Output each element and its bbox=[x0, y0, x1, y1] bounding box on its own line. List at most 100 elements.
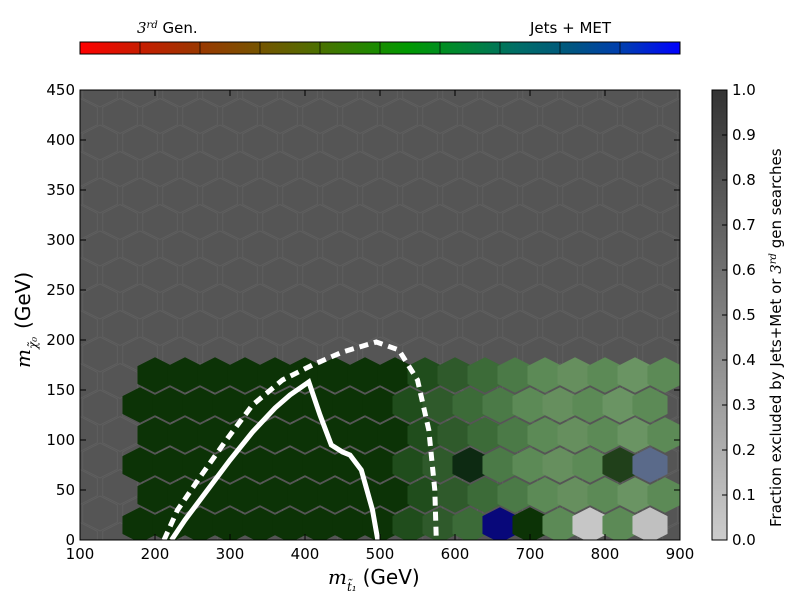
background-hex bbox=[182, 203, 218, 241]
background-hex bbox=[562, 124, 598, 161]
background-hex bbox=[182, 309, 218, 347]
background-hex bbox=[602, 230, 638, 267]
heatmap-cell bbox=[647, 417, 680, 453]
background-hex bbox=[402, 177, 438, 214]
background-hex bbox=[582, 309, 618, 347]
background-hex bbox=[182, 150, 218, 188]
background-hex bbox=[82, 389, 118, 426]
background-hex bbox=[102, 362, 138, 400]
background-hex bbox=[462, 309, 498, 347]
background-hex bbox=[342, 97, 378, 135]
right-colorbar-tick-label: 0.1 bbox=[732, 486, 756, 504]
right-colorbar: 0.0 0.1 0.2 0.3 0.4 0.5 0.6 0.7 0.8 0.9 1.0 Fracti… bbox=[711, 81, 785, 549]
background-hex bbox=[542, 309, 578, 347]
background-hex bbox=[142, 97, 178, 135]
background-hex bbox=[562, 177, 598, 214]
right-colorbar-tick-label: 0.2 bbox=[732, 441, 756, 459]
plot-area: 100 200 300 400 500 600 700 800 900 0 50 100 150 200… bbox=[23, 81, 694, 563]
x-tick-label: 800 bbox=[591, 545, 620, 563]
background-hex bbox=[282, 177, 318, 214]
background-hex bbox=[102, 97, 138, 135]
background-hex bbox=[482, 177, 518, 214]
background-hex bbox=[462, 150, 498, 188]
background-hex bbox=[582, 150, 618, 188]
x-tick-label: 500 bbox=[366, 545, 395, 563]
background-hex bbox=[282, 90, 318, 108]
background-hex bbox=[122, 90, 158, 108]
background-hex bbox=[502, 97, 538, 135]
heatmap-cell bbox=[632, 507, 668, 540]
background-hex bbox=[362, 230, 398, 267]
background-hex bbox=[23, 470, 58, 505]
background-hex bbox=[162, 177, 198, 214]
background-hex bbox=[342, 203, 378, 241]
x-tick-label: 700 bbox=[516, 545, 545, 563]
background-hex bbox=[162, 90, 198, 108]
y-tick-label: 100 bbox=[46, 431, 75, 449]
background-hex bbox=[522, 90, 558, 108]
x-tick-label: 300 bbox=[216, 545, 245, 563]
background-hex bbox=[102, 415, 138, 453]
background-hex bbox=[482, 90, 518, 108]
background-hex bbox=[80, 521, 98, 540]
background-hex bbox=[442, 283, 478, 320]
background-hex bbox=[322, 90, 358, 108]
background-hex bbox=[422, 203, 458, 241]
background-hex bbox=[582, 203, 618, 241]
background-hex bbox=[122, 283, 158, 320]
background-hex bbox=[142, 203, 178, 241]
background-hex bbox=[302, 256, 338, 294]
background-hex bbox=[382, 203, 418, 241]
y-tick-label: 0 bbox=[65, 531, 75, 549]
background-hex bbox=[622, 97, 658, 135]
background-hex bbox=[662, 150, 680, 188]
background-hex bbox=[322, 230, 358, 267]
right-colorbar-tick-label: 0.3 bbox=[732, 396, 756, 414]
background-hex bbox=[43, 496, 78, 531]
background-hex bbox=[402, 230, 438, 267]
background-hex bbox=[82, 124, 118, 161]
background-hex bbox=[202, 90, 238, 108]
background-hex bbox=[482, 124, 518, 161]
right-colorbar-ticks: 0.0 0.1 0.2 0.3 0.4 0.5 0.6 0.7 0.8 0.9 1.0 bbox=[722, 81, 756, 549]
background-hex bbox=[82, 336, 118, 373]
background-hex bbox=[242, 124, 278, 161]
background-hex bbox=[322, 177, 358, 214]
background-hex bbox=[182, 256, 218, 294]
background-hex bbox=[23, 523, 58, 558]
background-hex bbox=[522, 124, 558, 161]
background-hex bbox=[362, 177, 398, 214]
background-hex bbox=[182, 97, 218, 135]
background-hex bbox=[282, 283, 318, 320]
y-axis-title: mχ̃₀(GeV) bbox=[11, 272, 40, 368]
background-hex bbox=[122, 177, 158, 214]
background-hex bbox=[382, 150, 418, 188]
background-hex bbox=[242, 177, 278, 214]
background-hex bbox=[602, 90, 638, 108]
background-hex bbox=[322, 283, 358, 320]
background-hex bbox=[82, 283, 118, 320]
background-hex bbox=[102, 309, 138, 347]
background-hex bbox=[382, 97, 418, 135]
y-tick-label: 250 bbox=[46, 281, 75, 299]
background-hex bbox=[122, 124, 158, 161]
background-hex bbox=[102, 256, 138, 294]
right-colorbar-label: Fraction excluded by Jets+Met or 3rd gen… bbox=[767, 148, 785, 527]
background-hex bbox=[502, 256, 538, 294]
background-hex bbox=[442, 177, 478, 214]
background-hex bbox=[362, 283, 398, 320]
background-hex bbox=[242, 90, 278, 108]
exclusion-curves bbox=[161, 339, 439, 540]
background-hex bbox=[382, 309, 418, 347]
background-hex bbox=[222, 150, 258, 188]
y-tick-label: 50 bbox=[56, 481, 75, 499]
background-hex bbox=[80, 97, 98, 135]
right-colorbar-tick-label: 0.9 bbox=[732, 126, 756, 144]
y-axis-ticks: 0 50 100 150 200 250 300 350 400 450 bbox=[46, 81, 680, 549]
background-hex bbox=[642, 283, 678, 320]
background-hex bbox=[502, 150, 538, 188]
background-hex bbox=[122, 230, 158, 267]
background-hex bbox=[23, 99, 58, 134]
background-hex bbox=[522, 283, 558, 320]
top-colorbar-left-label: 3rd Gen. bbox=[137, 19, 198, 37]
